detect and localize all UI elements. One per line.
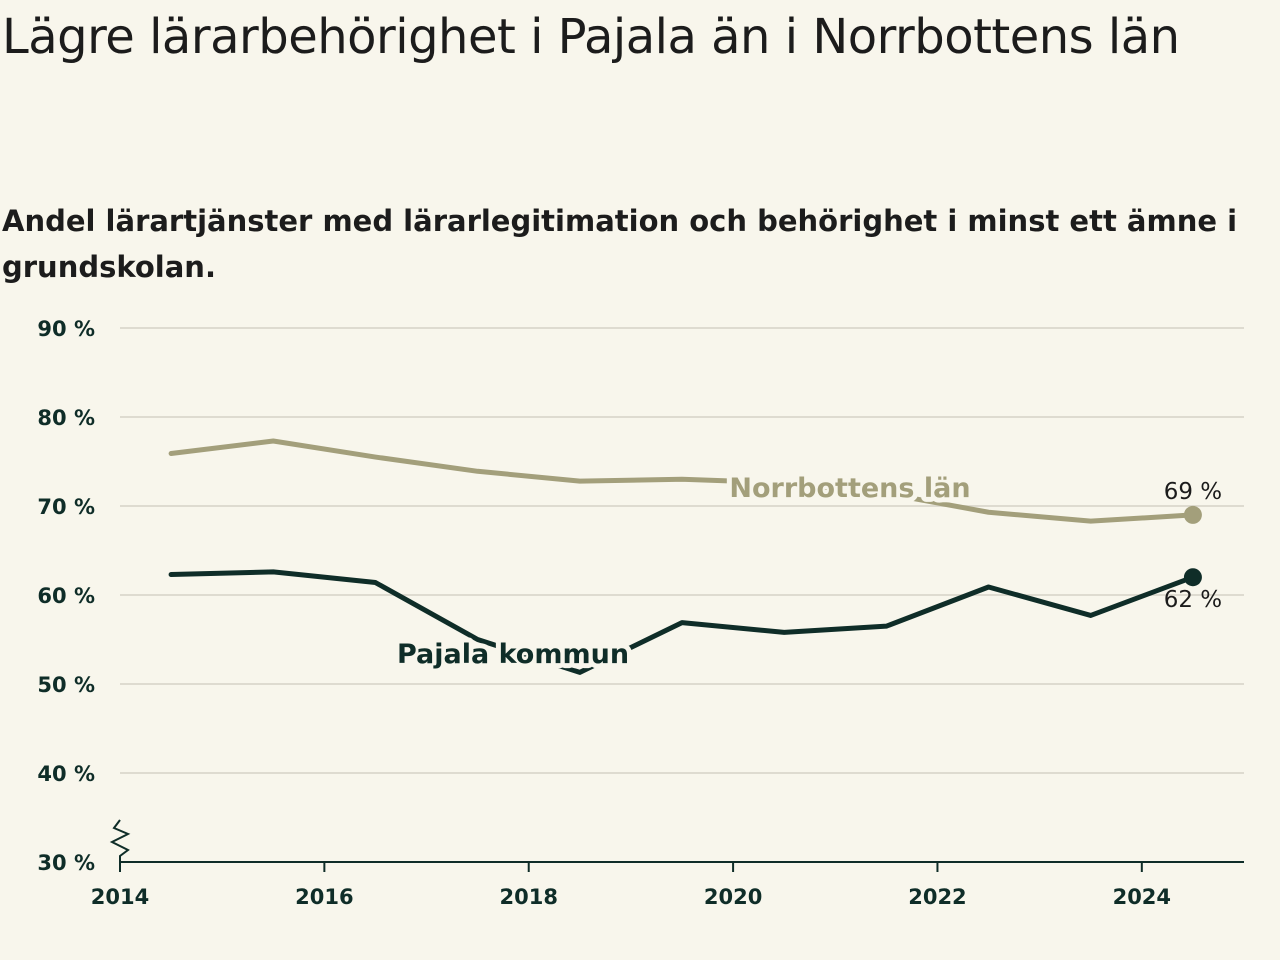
y-tick-label: 70 %	[37, 495, 95, 519]
series-name-label: Norrbottens län	[729, 473, 970, 504]
chart-subtitle: Andel lärartjänster med lärarlegitimatio…	[2, 204, 1238, 284]
series	[168, 438, 1202, 675]
y-tick-label: 90 %	[37, 317, 95, 341]
x-tick-label: 2020	[704, 885, 762, 909]
x-tick-label: 2018	[500, 885, 558, 909]
labels: 69 % 62 % Norrbottens län Pajala kommun	[392, 468, 1222, 675]
axis-break-mark	[109, 819, 131, 862]
series-name-label: Pajala kommun	[397, 639, 629, 670]
y-tick-label: 40 %	[37, 762, 95, 786]
y-tick-label: 80 %	[37, 406, 95, 430]
x-tick-label: 2016	[295, 885, 353, 909]
end-value-label: 69 %	[1164, 479, 1222, 505]
axes: 30 % 40 % 50 % 60 % 70 % 80 % 90 % 2014 2016 2018…	[37, 317, 1244, 909]
chart-title: Lägre lärarbehörighet i Pajala än i Norr…	[2, 9, 1180, 65]
end-point-marker	[1183, 568, 1202, 587]
end-value-label: 62 %	[1164, 587, 1222, 613]
x-tick-label: 2024	[1113, 885, 1171, 909]
y-tick-label: 50 %	[37, 673, 95, 697]
y-tick-label: 60 %	[37, 584, 95, 608]
x-tick-label: 2014	[91, 885, 149, 909]
y-tick-label: 30 %	[37, 851, 95, 875]
series-line-norrbottens-lan	[168, 438, 1196, 524]
x-tick-label: 2022	[908, 885, 966, 909]
series-line-pajala-kommun	[168, 569, 1196, 675]
gridlines	[120, 327, 1244, 774]
end-point-marker	[1183, 505, 1202, 524]
